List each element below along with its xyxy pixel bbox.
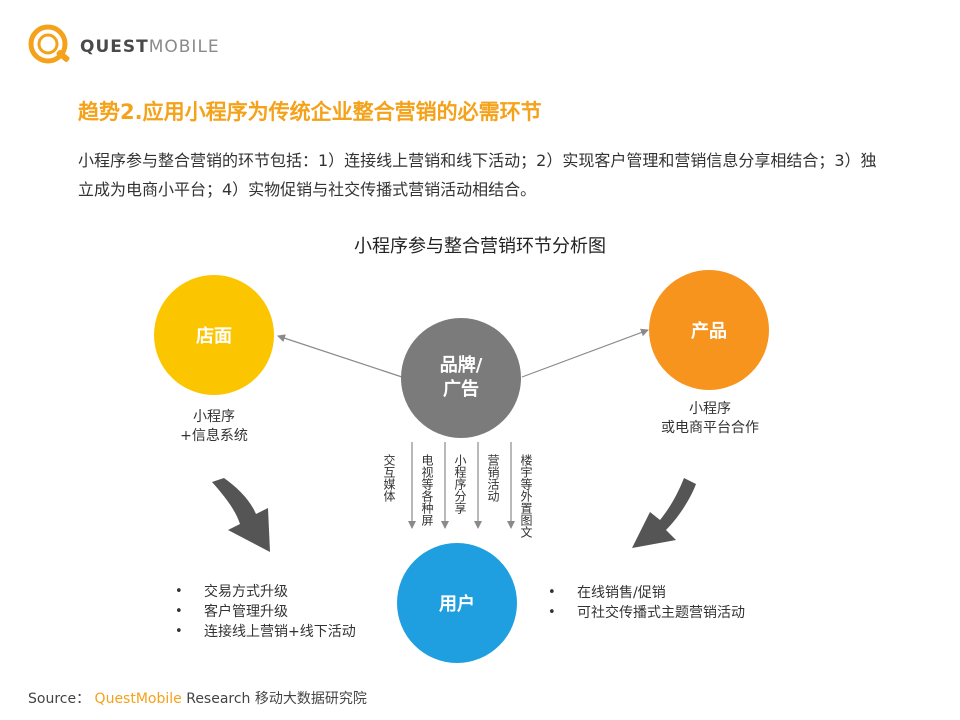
- store-subtitle: 小程序 +信息系统: [180, 409, 248, 444]
- curved-arrow-right-icon: [632, 478, 696, 548]
- product-subtitle: 小程序 或电商平台合作: [661, 401, 759, 436]
- node-product: 产品: [649, 270, 769, 390]
- channel-label: 交互媒体: [382, 454, 396, 502]
- list-item: 交易方式升级: [172, 582, 432, 602]
- source-note: Source： QuestMobile Research 移动大数据研究院: [28, 691, 367, 707]
- product-benefits-list: 在线销售/促销 可社交传播式主题营销活动: [545, 583, 775, 623]
- channel-label: 营销活动: [486, 454, 500, 502]
- node-store: 店面: [154, 275, 274, 395]
- list-item: 客户管理升级: [172, 602, 432, 622]
- channel-label: 电视等各种屏: [420, 454, 434, 526]
- questmobile-logo: QUESTMOBILE: [26, 22, 226, 66]
- logo-mark-icon: [28, 24, 70, 64]
- node-brand: 品牌/广告: [401, 318, 521, 438]
- arrow-brand-to-product: [521, 328, 649, 378]
- diagram-title: 小程序参与整合营销环节分析图: [354, 236, 606, 257]
- list-item: 连接线上营销+线下活动: [172, 622, 432, 642]
- list-item: 在线销售/促销: [545, 583, 775, 603]
- channel-label: 楼宇等外置图文: [519, 454, 533, 538]
- logo-text: QUESTMOBILE: [80, 37, 220, 57]
- page-description: 小程序参与整合营销的环节包括：1）连接线上营销和线下活动；2）实现客户管理和营销…: [78, 151, 877, 199]
- list-item: 可社交传播式主题营销活动: [545, 603, 775, 623]
- store-benefits-list: 交易方式升级 客户管理升级 连接线上营销+线下活动: [172, 582, 432, 642]
- channel-label: 小程序分享: [453, 454, 467, 514]
- page-title: 趋势2.应用小程序为传统企业整合营销的必需环节: [78, 100, 542, 124]
- arrow-brand-to-store: [277, 334, 403, 378]
- curved-arrow-left-icon: [212, 478, 270, 552]
